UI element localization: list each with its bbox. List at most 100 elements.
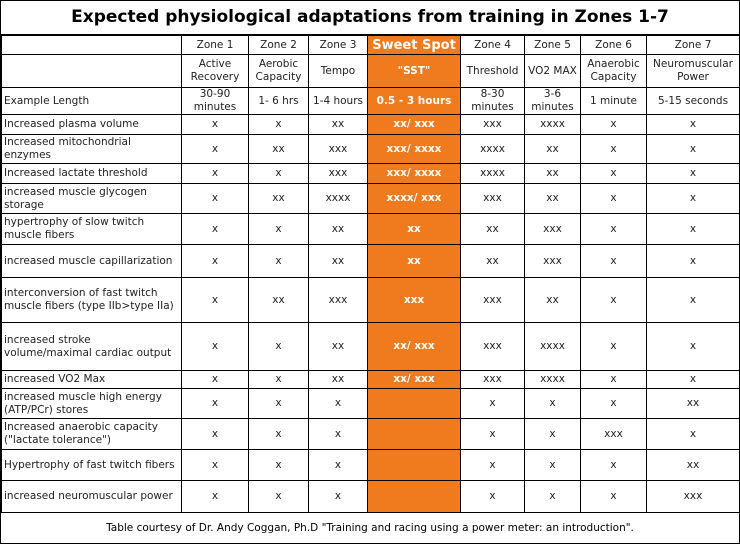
column-subtitle: VO2 MAX [524, 54, 581, 88]
data-row: hypertrophy of slow twitch muscle fibers… [1, 213, 739, 245]
cell: xxxx [460, 163, 525, 184]
cell: x [646, 370, 739, 389]
cell: x [248, 244, 309, 278]
cell: x [580, 388, 647, 419]
column-header: Zone 2 [248, 35, 309, 55]
cell: x [580, 213, 647, 245]
cell: xxx [524, 213, 581, 245]
cell: x [524, 480, 581, 513]
cell: x [580, 183, 647, 214]
cell: xxx [524, 244, 581, 278]
cell: xxxx [524, 322, 581, 371]
cell [367, 449, 461, 481]
column-subtitle: Tempo [308, 54, 368, 88]
header-cell [1, 54, 182, 88]
cell: x [181, 322, 249, 371]
column-subtitle: Active Recovery [181, 54, 249, 88]
cell: xx [248, 134, 309, 164]
cell: xxxx [460, 134, 525, 164]
footer: Table courtesy of Dr. Andy Coggan, Ph.D … [106, 522, 634, 534]
cell: x [646, 134, 739, 164]
cell: xxxx/ xxx [367, 183, 461, 214]
cell: xx [460, 244, 525, 278]
cell: x [524, 418, 581, 450]
cell: x [580, 163, 647, 184]
cell: x [524, 388, 581, 419]
data-row: increased stroke volume/maximal cardiac … [1, 322, 739, 371]
cell: xx/ xxx [367, 114, 461, 135]
cell: xx [524, 277, 581, 323]
cell: x [181, 277, 249, 323]
cell: x [646, 418, 739, 450]
cell: x [580, 134, 647, 164]
cell: x [181, 114, 249, 135]
cell: 3-6 minutes [524, 87, 581, 115]
cell: xxx/ xxxx [367, 163, 461, 184]
data-row: increased muscle capillarization x x xx xx xx… [1, 244, 739, 278]
cell: x [248, 370, 309, 389]
cell: x [248, 213, 309, 245]
column-header: Zone 1 [181, 35, 249, 55]
row-label: Increased mitochondrial enzymes [1, 134, 182, 164]
data-row: increased neuromuscular power x x x x x x xxx [1, 480, 739, 513]
cell: x [248, 449, 309, 481]
row-label: hypertrophy of slow twitch muscle fibers [1, 213, 182, 245]
row-label: increased stroke volume/maximal cardiac … [1, 322, 182, 371]
cell: x [181, 449, 249, 481]
data-row: Hypertrophy of fast twitch fibers x x x x x x x… [1, 449, 739, 481]
cell: x [181, 370, 249, 389]
cell: 1 minute [580, 87, 647, 115]
cell: x [181, 244, 249, 278]
row-label: increased muscle glycogen storage [1, 183, 182, 214]
cell: xx [524, 163, 581, 184]
cell: x [460, 449, 525, 481]
cell: xx [308, 370, 368, 389]
cell: xxx [646, 480, 739, 513]
cell: xx [248, 277, 309, 323]
cell: x [308, 480, 368, 513]
cell: x [646, 277, 739, 323]
column-header: Zone 4 [460, 35, 525, 55]
cell: 0.5 - 3 hours [367, 87, 461, 115]
cell: x [181, 213, 249, 245]
cell: x [181, 480, 249, 513]
cell: x [580, 277, 647, 323]
cell: 1- 6 hrs [248, 87, 309, 115]
data-row: increased muscle glycogen storage x xx xxxx… [1, 183, 739, 214]
cell: x [248, 163, 309, 184]
table: Zone 1 Zone 2 Zone 3 Sweet Spot Zone 4 Zone 5… [1, 35, 739, 513]
subtitle-row: Active Recovery Aerobic Capacity Tempo "SST… [1, 54, 739, 88]
cell: xxx [308, 277, 368, 323]
cell: x [308, 418, 368, 450]
cell [367, 480, 461, 513]
cell: xxx [308, 134, 368, 164]
cell: x [181, 183, 249, 214]
data-row: Increased plasma volume x x xx xx/ xxx xxx xxx… [1, 114, 739, 135]
cell: xx/ xxx [367, 322, 461, 371]
cell: xx [308, 322, 368, 371]
data-row: Increased lactate threshold x x xxx xxx/ xxx… [1, 163, 739, 184]
data-row: interconversion of fast twitch muscle fi… [1, 277, 739, 323]
column-header: Sweet Spot [367, 35, 461, 55]
row-label: increased VO2 Max [1, 370, 182, 389]
cell: x [646, 183, 739, 214]
data-row: increased VO2 Max x x xx xx/ xxx xxx xxxx x x [1, 370, 739, 389]
cell: x [460, 418, 525, 450]
cell: 5-15 seconds [646, 87, 739, 115]
cell: xx [308, 114, 368, 135]
row-label: Example Length [1, 87, 182, 115]
column-header: Zone 6 [580, 35, 647, 55]
cell: xx [308, 244, 368, 278]
cell: x [181, 134, 249, 164]
cell: xx [308, 213, 368, 245]
data-row: Increased anaerobic capacity ("lactate t… [1, 418, 739, 450]
column-subtitle: Neuromuscular Power [646, 54, 739, 88]
row-label: increased muscle capillarization [1, 244, 182, 278]
cell: x [580, 370, 647, 389]
cell: xxx [367, 277, 461, 323]
row-label: interconversion of fast twitch muscle fi… [1, 277, 182, 323]
column-subtitle: Aerobic Capacity [248, 54, 309, 88]
data-row: Increased mitochondrial enzymes x xx xxx xxx… [1, 134, 739, 164]
cell: xx [646, 388, 739, 419]
cell: x [248, 322, 309, 371]
